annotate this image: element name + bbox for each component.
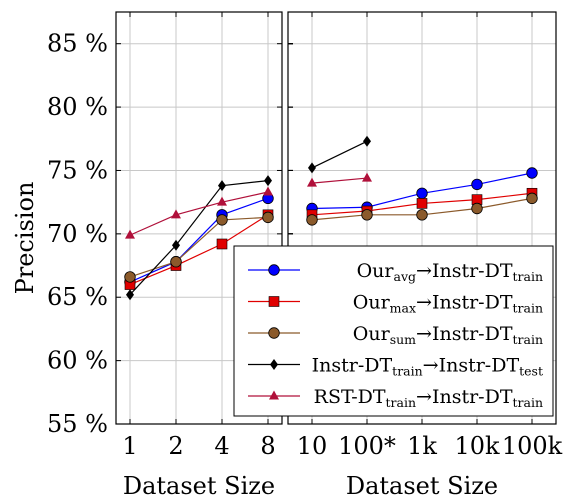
x-tick-label: 4 <box>214 432 229 460</box>
legend-label-max: Ourmax→Instr-DTtrain <box>353 292 543 316</box>
legend-marker-rst <box>269 390 279 400</box>
data-point-instr <box>218 180 226 192</box>
data-point-instr <box>126 289 134 301</box>
series-line-instr-right <box>311 140 368 169</box>
data-point-rst <box>362 172 372 182</box>
data-point-rst <box>217 196 227 206</box>
data-point-sum <box>262 211 274 224</box>
legend-label-instr: Instr-DTtrain→Instr-DTtest <box>312 355 543 379</box>
y-axis-label: Precision <box>11 182 39 295</box>
data-point-instr <box>264 175 272 187</box>
legend-label-avg: Ouravg→Instr-DTtrain <box>357 260 543 284</box>
legend-marker-sum <box>268 327 280 339</box>
data-point-avg <box>416 187 428 199</box>
data-point-instr <box>363 135 371 147</box>
data-point-avg <box>526 167 538 179</box>
series-line-rst-right <box>311 177 368 184</box>
x-axis-label: Dataset Size <box>123 472 275 500</box>
x-tick-label: 1 <box>122 432 137 460</box>
x-tick-label: 10 <box>297 432 328 460</box>
data-point-sum <box>361 209 373 221</box>
data-point-max <box>416 198 428 209</box>
data-point-rst <box>125 229 135 239</box>
x-tick-label: 2 <box>168 432 183 460</box>
data-point-avg <box>471 178 483 191</box>
x-tick-label: 10k <box>454 432 500 460</box>
data-point-sum <box>471 202 483 215</box>
series-line-max-left <box>129 214 269 286</box>
data-point-rst <box>263 186 273 196</box>
legend-marker-instr <box>270 359 278 370</box>
data-point-rst <box>171 209 181 219</box>
y-tick-label: 55 % <box>47 410 108 438</box>
y-tick-label: 80 % <box>47 93 108 121</box>
data-point-sum <box>526 192 538 205</box>
y-tick-label: 75 % <box>47 156 108 184</box>
legend-marker-avg <box>268 264 280 276</box>
data-point-sum <box>170 256 182 268</box>
x-tick-label: 100k <box>502 432 563 460</box>
data-point-sum <box>216 214 228 226</box>
data-point-sum <box>416 209 428 221</box>
legend-marker-max <box>268 296 280 307</box>
x-axis-label: Dataset Size <box>346 472 498 500</box>
panel-left: 1 2 4 8 Dataset Size 55 % 60 % 65 % 70 % 75 % 80 %… <box>11 11 283 500</box>
data-point-rst <box>307 177 317 187</box>
series-line-instr-left <box>129 180 269 296</box>
x-tick-label: 1k <box>407 432 437 460</box>
data-point-sum <box>306 214 318 226</box>
data-point-max <box>216 238 228 250</box>
y-tick-label: 85 % <box>47 30 108 58</box>
legend-label-sum: Oursum→Instr-DTtrain <box>353 323 543 347</box>
legend-label-rst: RST-DTtrain→Instr-DTtrain <box>314 386 543 410</box>
x-tick-label: 8 <box>260 432 275 460</box>
y-tick-label: 60 % <box>47 347 108 375</box>
data-point-instr <box>172 239 180 251</box>
plot-frame <box>115 11 283 425</box>
x-tick-label: 100* <box>338 432 396 460</box>
series-line-rst-left <box>129 191 269 236</box>
y-tick-label: 65 % <box>47 283 108 311</box>
data-point-instr <box>308 162 316 174</box>
data-point-sum <box>124 271 136 283</box>
legend-box <box>233 245 554 417</box>
series-line-avg-left <box>129 197 269 283</box>
y-tick-label: 70 % <box>47 220 108 248</box>
legend: Ouravg→Instr-DTtrain Ourmax→Instr-DTtrain… <box>233 245 554 417</box>
